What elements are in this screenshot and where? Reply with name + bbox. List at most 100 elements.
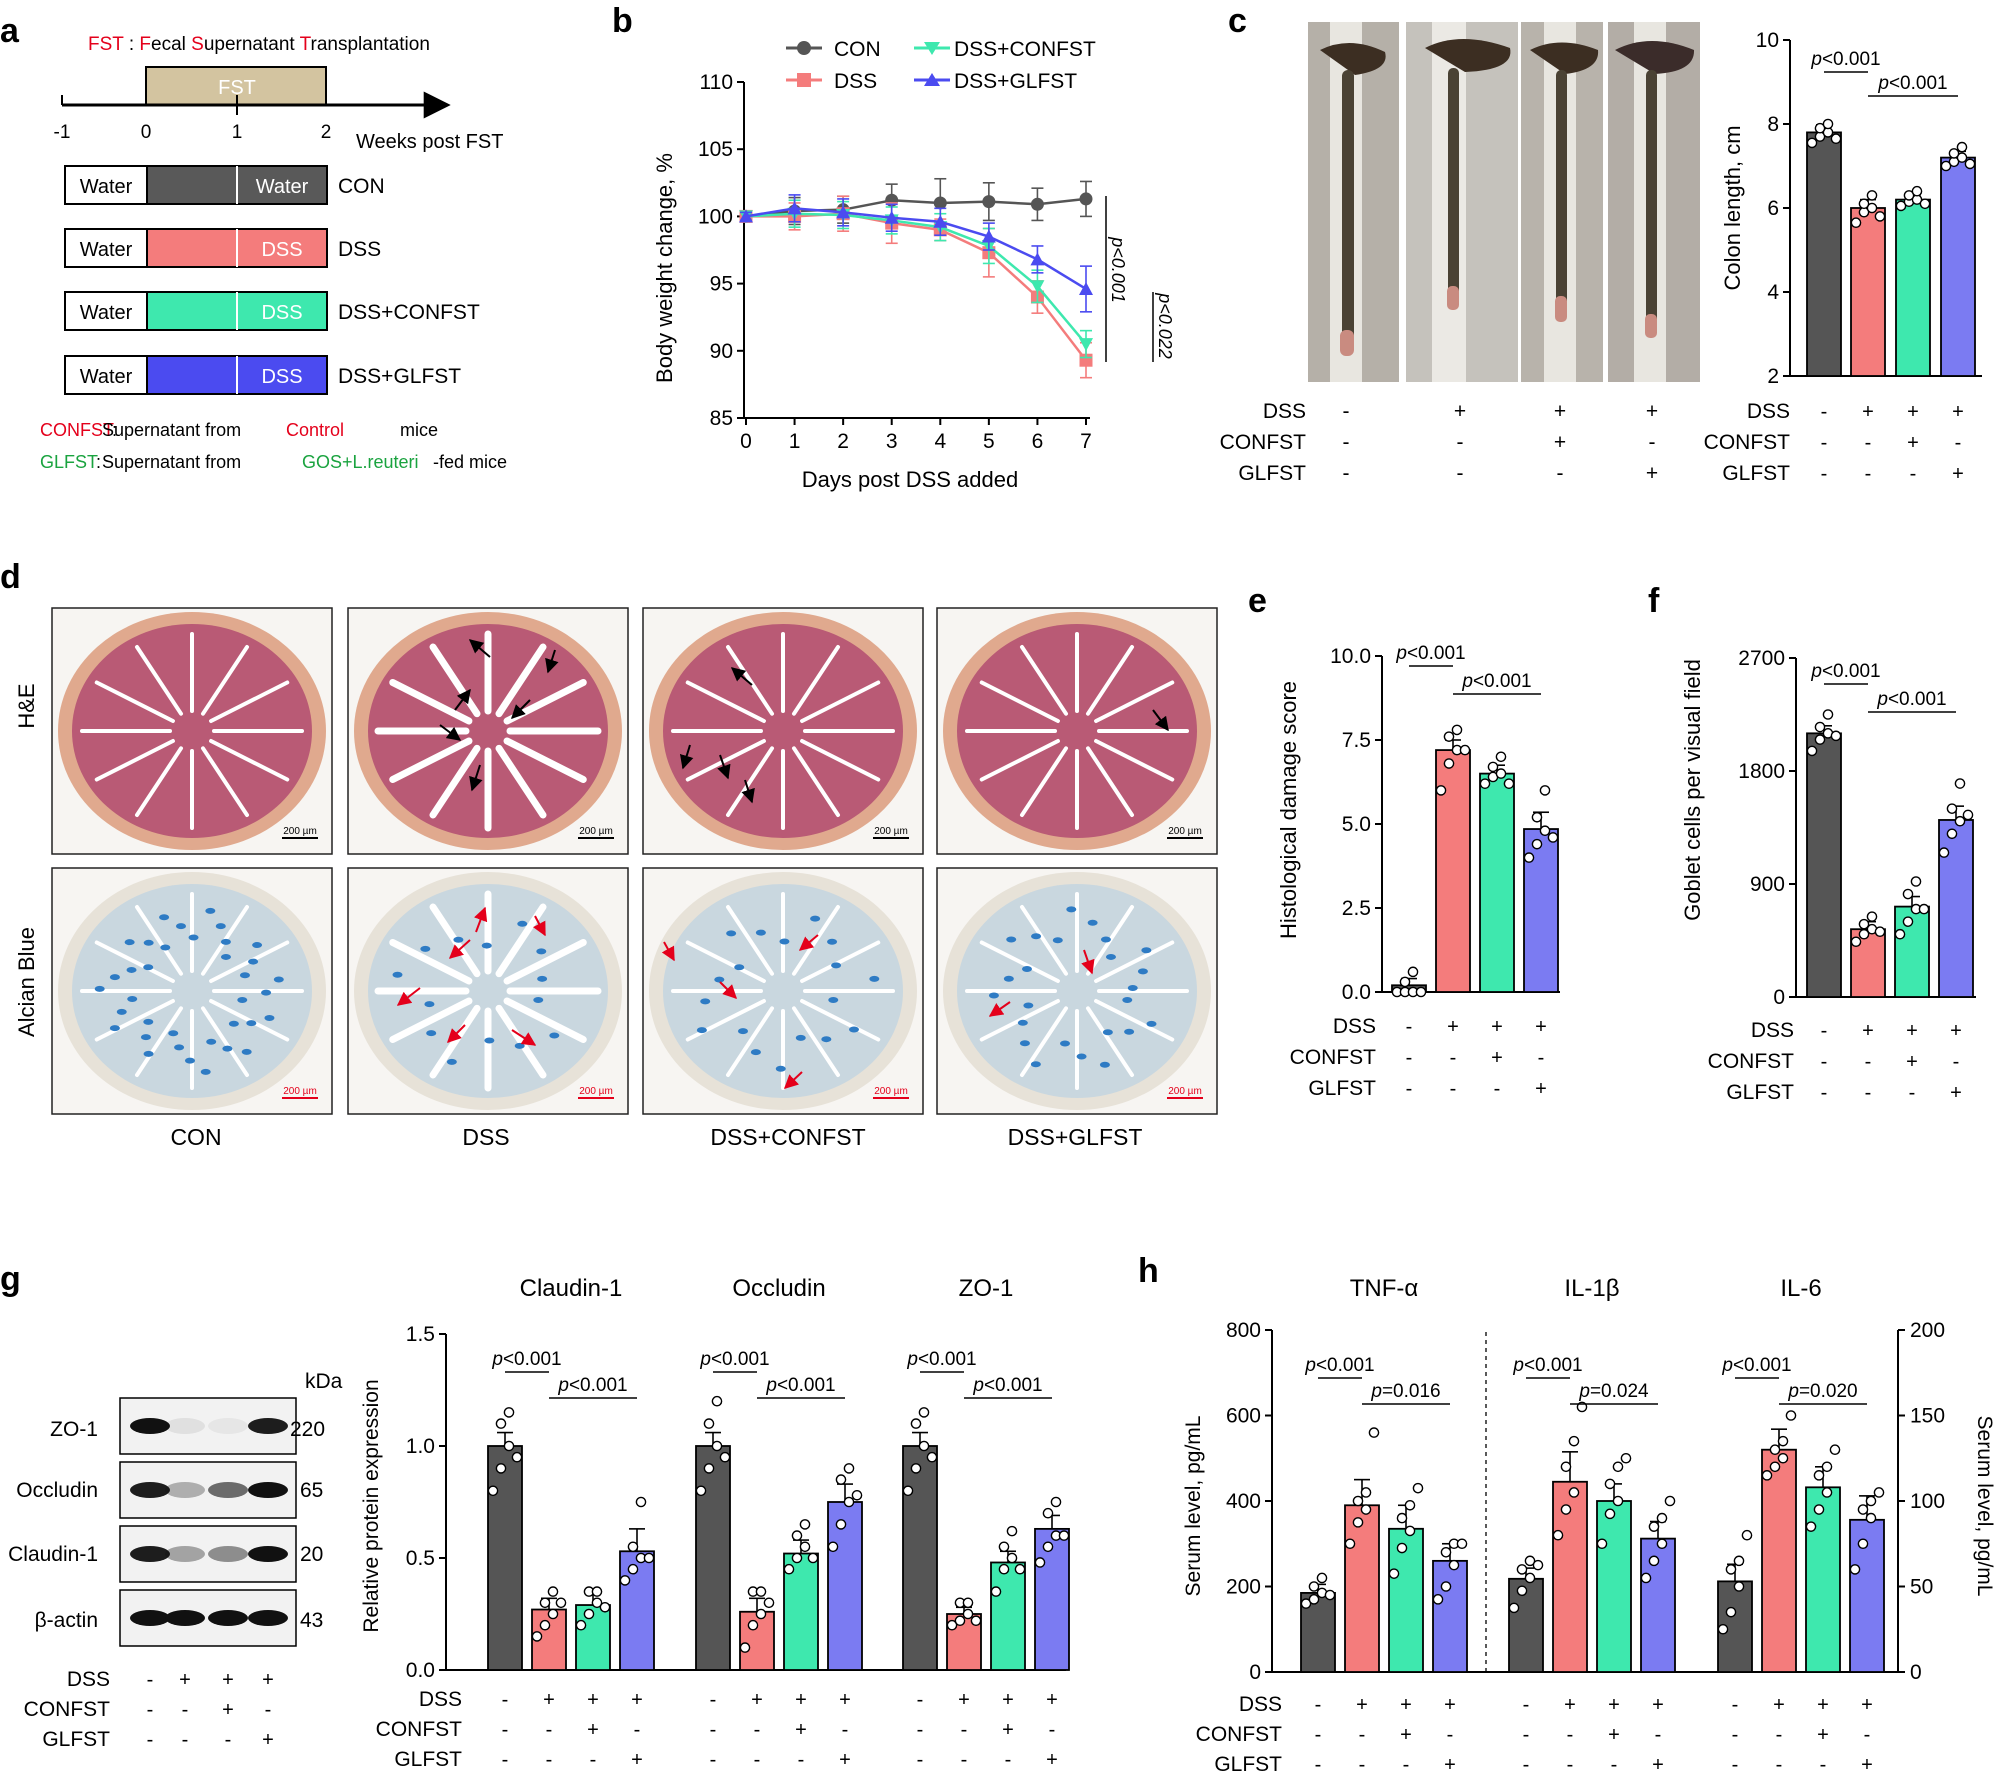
lumen-fold (792, 746, 840, 818)
data-point (1733, 1581, 1745, 1592)
data-point (946, 1619, 958, 1631)
goblet-cell-stain (734, 964, 745, 971)
data-point (843, 1496, 855, 1508)
treat-sign: - (502, 1749, 509, 1771)
scale-bar-label: 200 µm (283, 1086, 317, 1097)
histology-tile: 200 µm (936, 607, 1218, 855)
goblet-cell-stain (755, 929, 766, 936)
lumen-fold (800, 940, 881, 983)
series-line (746, 212, 1087, 361)
goblet-cell-stain (714, 976, 725, 983)
y-tick-label: 95 (710, 273, 733, 296)
treat-sign: + (1400, 1694, 1412, 1716)
lumen-fold (135, 1006, 183, 1078)
treat-sign: - (1450, 1078, 1457, 1100)
row-left-label: Water (80, 239, 133, 261)
panel-h-treatment-table: DSS CONFST GLFST ---+--++-+-+---+--++-+-… (1196, 1693, 1873, 1776)
data-point (1524, 1572, 1536, 1584)
cecum (1615, 41, 1695, 74)
treat-sign: + (262, 1729, 274, 1751)
treat-row-label: GLFST (1308, 1077, 1376, 1100)
data-point (1813, 1504, 1825, 1515)
treat-sign: - (1865, 1082, 1872, 1104)
y-tick-label: 2.5 (1342, 897, 1371, 920)
data-point (591, 1586, 603, 1597)
data-point (1902, 888, 1914, 900)
bar (1850, 207, 1886, 377)
point-marker (1030, 197, 1044, 211)
data-point (1903, 190, 1915, 201)
arrow (783, 1071, 803, 1089)
data-point (1656, 1512, 1668, 1524)
data-point (1014, 1563, 1026, 1575)
goblet-cell-stain (1052, 937, 1063, 944)
bar (827, 1501, 863, 1671)
data-point (1640, 1572, 1652, 1584)
treat-sign: + (1491, 1047, 1503, 1069)
data-point (503, 1407, 515, 1418)
data-point (1954, 815, 1966, 827)
mucosa (663, 624, 903, 838)
p-value-label: p=0.020 (1787, 1381, 1857, 1402)
lumen-fold (979, 680, 1060, 723)
goblet-cell-stain (420, 945, 431, 952)
protein-band (208, 1610, 248, 1626)
cecum (1425, 39, 1511, 72)
confst-definition: CONFST: Supernatant from Control mice (40, 420, 438, 440)
timeline-axis-label: Weeks post FST (356, 131, 503, 153)
lumen-fold (800, 680, 881, 723)
treat-sign: - (1343, 400, 1350, 423)
goblet-cell-stain (140, 1034, 151, 1041)
arrow (511, 699, 531, 719)
protocol-row-con: Water Water CON (64, 165, 385, 205)
data-point (1954, 778, 1966, 789)
treat-sign: - (1864, 1724, 1871, 1746)
treat-sign: - (1406, 1047, 1413, 1069)
y-tick-label: 6 (1767, 197, 1779, 220)
lumen-fold (792, 644, 840, 716)
treat-row-label: DSS (1263, 400, 1306, 423)
protein-band (248, 1482, 288, 1498)
treat-row-label: CONFST (1290, 1046, 1377, 1069)
data-point (599, 1601, 611, 1613)
treat-sign: + (1950, 1020, 1962, 1042)
p-value-label: p<0.001 (1108, 236, 1128, 303)
treat-sign: + (1444, 1754, 1456, 1776)
legend-dss-marker (797, 73, 811, 87)
row-left-label: Water (80, 366, 133, 388)
data-point (1962, 809, 1974, 821)
panel-g-blot: kDa 220 65 20 43 ZO-1 Occludin Claudin-1… (8, 1370, 343, 1751)
data-point (1396, 1542, 1408, 1554)
bar (1938, 819, 1974, 998)
treat-sign: - (1776, 1754, 1783, 1776)
y-tick-label-right: 150 (1910, 1405, 1945, 1428)
data-point (1396, 1512, 1408, 1524)
data-point (1814, 734, 1826, 745)
legend-con-label: CON (834, 38, 881, 61)
colon-tissue (1342, 70, 1354, 350)
goblet-cell-stain (239, 972, 250, 979)
point-marker (933, 196, 947, 210)
data-point (1964, 158, 1976, 170)
data-point (1620, 1452, 1632, 1464)
legend-glfst-label: DSS+GLFST (954, 70, 1077, 93)
data-point (755, 1608, 767, 1620)
goblet-cell-stain (1003, 975, 1014, 982)
blot-strip (119, 1589, 297, 1647)
treat-sign: - (1732, 1724, 1739, 1746)
data-point (1821, 1461, 1833, 1473)
data-point (1741, 1529, 1753, 1541)
data-point (635, 1496, 647, 1508)
mucosa (368, 624, 608, 838)
goblet-cell-stain (261, 989, 272, 996)
lumen-fold (389, 997, 473, 1043)
treat-row-label: GLFST (42, 1728, 110, 1751)
goblet-cell-stain (1102, 1029, 1113, 1036)
data-point (547, 1586, 559, 1597)
data-point (1006, 1525, 1018, 1537)
data-point (1388, 1568, 1400, 1579)
treat-sign: - (917, 1689, 924, 1711)
band-label: Claudin-1 (8, 1543, 98, 1566)
lumen-fold (1086, 746, 1134, 818)
body-weight-line-chart: CON DSS DSS+CONFST DSS+GLFST Body weight… (652, 38, 1175, 492)
